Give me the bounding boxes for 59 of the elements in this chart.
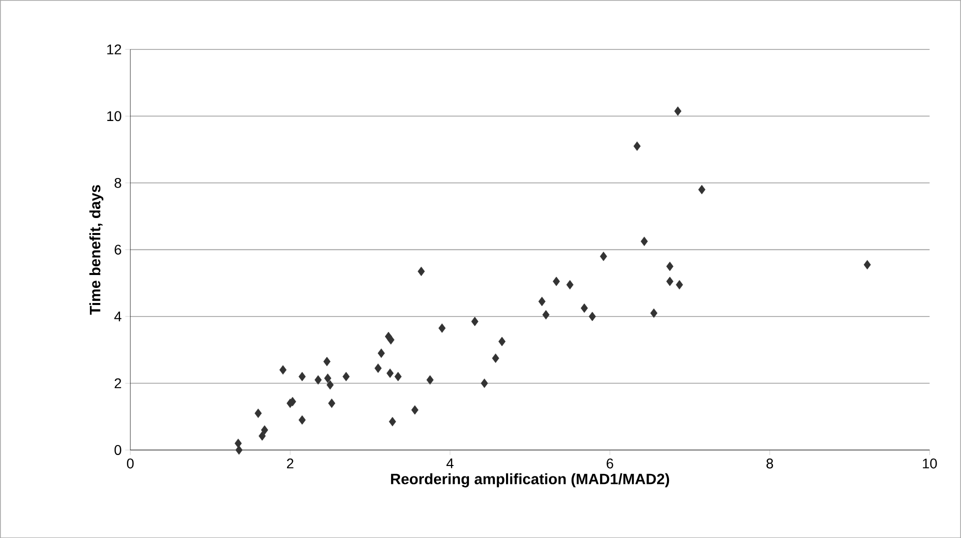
point bbox=[298, 372, 306, 382]
point bbox=[387, 334, 394, 344]
point bbox=[674, 106, 682, 116]
point bbox=[323, 356, 331, 366]
point bbox=[386, 368, 394, 378]
x-tick-label: 2 bbox=[286, 458, 294, 468]
point bbox=[650, 308, 658, 318]
point bbox=[438, 323, 446, 333]
x-tick-label: 10 bbox=[922, 458, 937, 468]
x-tick-label: 0 bbox=[126, 458, 134, 468]
point bbox=[418, 266, 425, 276]
point bbox=[324, 373, 332, 383]
point bbox=[471, 316, 478, 326]
point bbox=[538, 296, 546, 306]
point bbox=[394, 372, 402, 382]
point bbox=[261, 425, 268, 435]
point bbox=[258, 431, 266, 441]
point bbox=[298, 415, 306, 424]
point bbox=[666, 262, 674, 271]
point bbox=[314, 375, 322, 384]
x-axis-title: Reordering amplification (MAD1/MAD2) bbox=[391, 473, 670, 488]
point bbox=[542, 310, 550, 320]
y-tick-label: 2 bbox=[114, 378, 122, 388]
point bbox=[235, 445, 243, 455]
point bbox=[666, 276, 674, 286]
point bbox=[279, 365, 287, 374]
y-tick-label: 6 bbox=[114, 244, 122, 254]
point bbox=[426, 375, 434, 384]
point bbox=[498, 336, 506, 346]
point bbox=[492, 353, 500, 363]
point bbox=[480, 378, 488, 388]
point bbox=[342, 372, 350, 382]
y-tick-label: 12 bbox=[107, 44, 122, 54]
point bbox=[254, 408, 262, 418]
x-tick-label: 4 bbox=[446, 458, 454, 468]
point bbox=[566, 280, 574, 290]
point bbox=[234, 438, 242, 448]
point bbox=[864, 260, 871, 270]
y-axis-title: Time benefit, days bbox=[89, 184, 104, 315]
x-tick-label: 6 bbox=[606, 458, 614, 468]
point bbox=[374, 363, 382, 373]
y-tick-label: 10 bbox=[107, 111, 122, 121]
point bbox=[640, 236, 648, 246]
point bbox=[326, 380, 334, 390]
y-tick-label: 4 bbox=[114, 311, 122, 322]
point bbox=[388, 416, 396, 426]
point bbox=[411, 405, 418, 414]
point bbox=[698, 184, 706, 194]
point bbox=[328, 398, 336, 408]
y-tick-label: 8 bbox=[114, 178, 122, 188]
point bbox=[580, 303, 588, 313]
point bbox=[676, 280, 684, 290]
point bbox=[634, 141, 641, 151]
y-tick-label: 0 bbox=[114, 444, 122, 455]
point bbox=[552, 276, 560, 286]
point bbox=[600, 251, 608, 261]
point bbox=[588, 312, 596, 321]
point bbox=[378, 348, 385, 358]
x-tick-label: 8 bbox=[766, 458, 774, 468]
